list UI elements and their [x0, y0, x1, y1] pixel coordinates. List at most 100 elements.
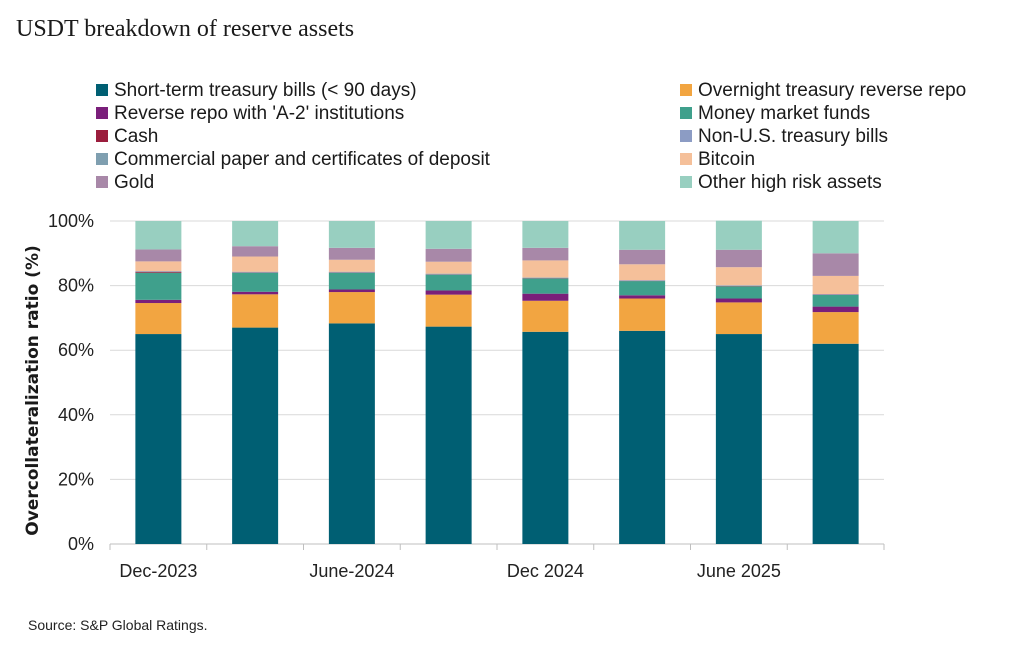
y-tick-label: 20% — [58, 469, 94, 489]
legend-item: Overnight treasury reverse repo — [680, 80, 966, 102]
bar-segment — [715, 249, 762, 268]
bar-segment — [812, 253, 859, 276]
bar-segment — [522, 331, 569, 544]
bar-segment — [135, 334, 182, 544]
legend-swatch — [680, 84, 692, 96]
legend-swatch — [96, 84, 108, 96]
bar-segment — [425, 294, 472, 327]
bar-segment — [328, 259, 375, 272]
legend-swatch — [96, 107, 108, 119]
x-tick-label: June-2024 — [309, 561, 394, 581]
bar-segment — [619, 281, 666, 296]
legend-item: Money market funds — [680, 103, 870, 125]
y-tick-label: 60% — [58, 340, 94, 360]
bar-segment — [328, 292, 375, 324]
y-tick-label: 80% — [58, 276, 94, 296]
legend-swatch — [680, 176, 692, 188]
chart-title: USDT breakdown of reserve assets — [16, 16, 355, 42]
bar-segment — [135, 271, 182, 273]
y-tick-label: 100% — [48, 211, 94, 231]
legend-swatch — [96, 176, 108, 188]
bar-segment — [812, 343, 859, 544]
legend-item: Reverse repo with 'A-2' institutions — [96, 103, 404, 125]
bar-segment — [232, 294, 279, 328]
bar-segment — [619, 221, 666, 250]
bar-segment — [232, 327, 279, 544]
bar-segment — [232, 272, 279, 292]
bar-segment — [715, 220, 762, 250]
x-tick-label: Dec 2024 — [507, 561, 584, 581]
bar-segment — [135, 249, 182, 262]
bar-segment — [715, 286, 762, 299]
legend-label: Bitcoin — [698, 149, 756, 170]
bar-segment — [135, 261, 182, 272]
x-tick-label: June 2025 — [697, 561, 781, 581]
bar-segment — [715, 298, 762, 303]
legend-swatch — [96, 153, 108, 165]
bar-segment — [232, 291, 279, 295]
bar-segment — [522, 300, 569, 332]
y-tick-label: 40% — [58, 405, 94, 425]
bar-segment — [328, 247, 375, 260]
bar-segment — [522, 293, 569, 301]
bar-segment — [522, 221, 569, 248]
bar-segment — [135, 303, 182, 335]
bar-segment — [425, 261, 472, 274]
legend-swatch — [680, 153, 692, 165]
bar-segment — [812, 221, 859, 254]
bar-segment — [522, 278, 569, 294]
legend-item: Bitcoin — [680, 149, 755, 171]
legend-label: Reverse repo with 'A-2' institutions — [114, 103, 405, 124]
bar-segment — [232, 246, 279, 257]
bar-segment — [715, 302, 762, 335]
legend-swatch — [680, 130, 692, 142]
bar-segment — [425, 274, 472, 291]
bar-segment — [812, 306, 859, 313]
bar-segment — [328, 323, 375, 544]
bar-segment — [715, 334, 762, 544]
legend-item: Commercial paper and certificates of dep… — [96, 149, 490, 171]
legend-item: Non-U.S. treasury bills — [680, 126, 888, 148]
bar-segment — [232, 221, 279, 247]
legend-label: Cash — [114, 126, 159, 147]
bar-segment — [619, 295, 666, 299]
legend-swatch — [96, 130, 108, 142]
legend-label: Short-term treasury bills (< 90 days) — [114, 80, 417, 101]
legend-label: Other high risk assets — [698, 172, 882, 193]
legend-item: Other high risk assets — [680, 172, 882, 194]
bar-segment — [425, 221, 472, 249]
bar-segment — [619, 249, 666, 265]
bar-segment — [328, 272, 375, 290]
bar-segment — [425, 326, 472, 544]
bar-segment — [619, 330, 666, 544]
x-tick-label: Dec-2023 — [119, 561, 197, 581]
y-tick-label: 0% — [68, 534, 94, 554]
y-axis-label: Overcollateralization ratio (%) — [23, 245, 43, 536]
bar-segment — [425, 290, 472, 295]
bar-segment — [812, 312, 859, 344]
bar-segment — [522, 247, 569, 261]
bar-segment — [328, 221, 375, 248]
bar-segment — [619, 264, 666, 281]
legend-label: Non-U.S. treasury bills — [698, 126, 889, 147]
bar-segment — [232, 256, 279, 272]
bar-segment — [522, 260, 569, 278]
bar-segment — [135, 299, 182, 304]
bar-segment — [135, 272, 182, 300]
legend-swatch — [680, 107, 692, 119]
bar-segment — [812, 275, 859, 294]
legend-item: Short-term treasury bills (< 90 days) — [96, 80, 417, 102]
legend-label: Gold — [114, 172, 155, 193]
bar-segment — [328, 289, 375, 293]
bar-segment — [812, 294, 859, 307]
legend-label: Money market funds — [698, 103, 871, 124]
bar-segment — [619, 298, 666, 331]
legend-item: Cash — [96, 126, 158, 148]
bar-segment — [425, 248, 472, 262]
source-note: Source: S&P Global Ratings. — [28, 617, 208, 633]
legend-item: Gold — [96, 172, 154, 194]
bar-segment — [715, 267, 762, 286]
legend-label: Overnight treasury reverse repo — [698, 80, 967, 101]
bar-segment — [135, 221, 182, 250]
